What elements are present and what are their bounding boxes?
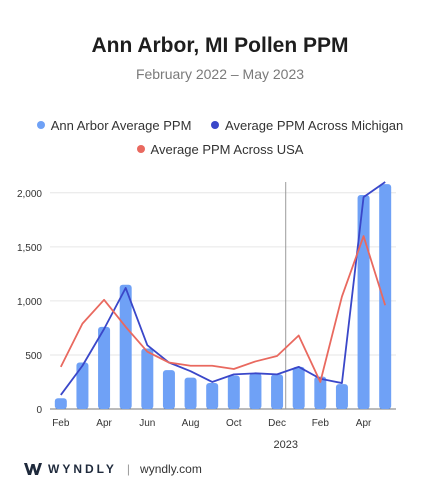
chart-title: Ann Arbor, MI Pollen PPM [91,34,349,57]
legend-item-usa: Average PPM Across USA [136,141,304,157]
bar-ann-arbor [141,348,154,409]
bar-ann-arbor [227,375,240,409]
legend-dot-ann-arbor [36,121,45,129]
brand-name: WYNDLY [48,462,117,476]
footer-separator: | [126,462,131,476]
x-tick-label: Apr [96,418,112,429]
bar-ann-arbor [379,184,392,409]
legend-row-1: Ann Arbor Average PPM Average PPM Across… [0,117,440,133]
bar-ann-arbor [119,284,132,409]
x-tick-label: Oct [226,418,242,429]
x-tick-label: Dec [268,418,286,429]
x-tick-label: Aug [182,418,200,429]
x-tick-label: Feb [52,418,70,429]
wyndly-logo-icon [24,463,42,475]
bar-ann-arbor [335,384,348,409]
x-tick-label: Feb [312,418,330,429]
legend-dot-michigan [211,121,220,129]
legend-label-usa: Average PPM Across USA [150,141,304,157]
bar-ann-arbor [162,370,175,409]
bar-ann-arbor [249,373,262,409]
bar-ann-arbor [54,398,67,409]
bar-ann-arbor [206,383,219,409]
y-tick-label: 1,000 [17,297,42,308]
chart-subtitle: February 2022 – May 2023 [135,66,305,82]
bar-ann-arbor [184,377,197,409]
legend-dot-usa [136,145,145,153]
bar-ann-arbor [314,376,327,409]
legend-label-michigan: Average PPM Across Michigan [225,117,404,133]
line-michigan [60,181,386,396]
legend-row-2: Average PPM Across USA [0,141,440,157]
y-tick-label: 2,000 [17,189,42,200]
bar-ann-arbor [271,374,284,409]
y-tick-label: 1,500 [17,243,42,254]
y-tick-label: 500 [25,351,42,362]
bar-ann-arbor [292,366,305,409]
bar-ann-arbor [98,326,111,409]
bar-ann-arbor [76,362,89,409]
year-label: 2023 [273,439,297,451]
legend-label-ann-arbor: Ann Arbor Average PPM [50,117,192,133]
legend-item-ann-arbor: Ann Arbor Average PPM [36,117,192,133]
footer: WYNDLY | wyndly.com [24,462,202,476]
x-tick-label: Apr [356,418,372,429]
line-usa [60,235,387,383]
legend-item-michigan: Average PPM Across Michigan [211,118,403,133]
y-tick-label: 0 [36,405,42,416]
x-tick-label: Jun [139,418,155,429]
brand-site: wyndly.com [140,462,202,476]
